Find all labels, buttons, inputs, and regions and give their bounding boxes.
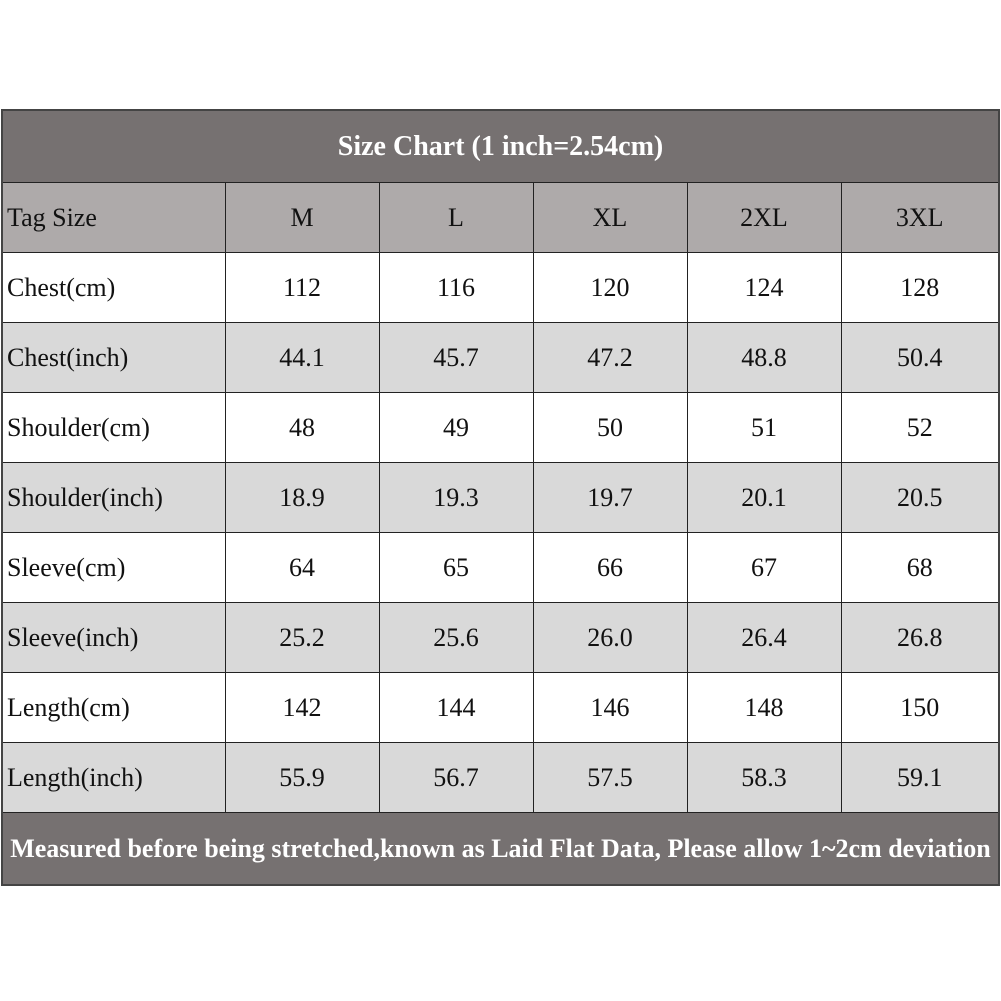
data-cell: 50 [532,392,688,463]
data-row: Shoulder(cm) 48 49 50 51 52 [1,392,1000,463]
data-cell: 18.9 [224,462,380,533]
row-label: Sleeve(cm) [1,532,226,603]
data-row: Sleeve(cm) 64 65 66 67 68 [1,532,1000,603]
title-row: Size Chart (1 inch=2.54cm) [1,109,1000,183]
data-cell: 66 [532,532,688,603]
data-row: Length(cm) 142 144 146 148 150 [1,672,1000,743]
data-cell: 146 [532,672,688,743]
data-cell: 52 [840,392,1000,463]
data-cell: 48.8 [686,322,842,393]
data-cell: 47.2 [532,322,688,393]
data-row: Chest(cm) 112 116 120 124 128 [1,252,1000,323]
data-cell: 64 [224,532,380,603]
data-cell: 19.3 [378,462,534,533]
data-row: Shoulder(inch) 18.9 19.3 19.7 20.1 20.5 [1,462,1000,533]
data-cell: 44.1 [224,322,380,393]
data-cell: 20.5 [840,462,1000,533]
data-cell: 49 [378,392,534,463]
data-cell: 55.9 [224,742,380,813]
data-cell: 65 [378,532,534,603]
row-label: Sleeve(inch) [1,602,226,673]
data-row: Chest(inch) 44.1 45.7 47.2 48.8 50.4 [1,322,1000,393]
header-cell: XL [532,182,688,253]
header-row: Tag Size M L XL 2XL 3XL [1,182,1000,253]
header-cell: 3XL [840,182,1000,253]
table-title: Size Chart (1 inch=2.54cm) [1,109,1000,183]
size-chart: Size Chart (1 inch=2.54cm) Tag Size M L XL 2X… [1,109,1000,886]
data-cell: 148 [686,672,842,743]
data-cell: 112 [224,252,380,323]
data-cell: 67 [686,532,842,603]
data-cell: 26.8 [840,602,1000,673]
row-label: Length(inch) [1,742,226,813]
data-cell: 120 [532,252,688,323]
footer-note: Measured before being stretched,known as… [1,812,1000,886]
data-cell: 48 [224,392,380,463]
data-cell: 56.7 [378,742,534,813]
data-cell: 19.7 [532,462,688,533]
table-body: Size Chart (1 inch=2.54cm) Tag Size M L XL 2X… [1,109,1000,886]
data-cell: 128 [840,252,1000,323]
data-cell: 20.1 [686,462,842,533]
data-row: Sleeve(inch) 25.2 25.6 26.0 26.4 26.8 [1,602,1000,673]
data-cell: 68 [840,532,1000,603]
data-cell: 124 [686,252,842,323]
data-cell: 26.4 [686,602,842,673]
row-label: Shoulder(inch) [1,462,226,533]
data-cell: 25.6 [378,602,534,673]
data-cell: 57.5 [532,742,688,813]
data-cell: 116 [378,252,534,323]
data-cell: 144 [378,672,534,743]
data-cell: 45.7 [378,322,534,393]
data-cell: 26.0 [532,602,688,673]
data-cell: 25.2 [224,602,380,673]
data-cell: 150 [840,672,1000,743]
row-label: Chest(cm) [1,252,226,323]
data-cell: 59.1 [840,742,1000,813]
header-cell: L [378,182,534,253]
data-row: Length(inch) 55.9 56.7 57.5 58.3 59.1 [1,742,1000,813]
row-label: Chest(inch) [1,322,226,393]
data-cell: 142 [224,672,380,743]
data-cell: 51 [686,392,842,463]
row-label: Length(cm) [1,672,226,743]
data-cell: 58.3 [686,742,842,813]
size-table: Size Chart (1 inch=2.54cm) Tag Size M L XL 2X… [1,109,1000,886]
footer-row: Measured before being stretched,known as… [1,812,1000,886]
header-cell: Tag Size [1,182,226,253]
header-cell: 2XL [686,182,842,253]
row-label: Shoulder(cm) [1,392,226,463]
data-cell: 50.4 [840,322,1000,393]
header-cell: M [224,182,380,253]
